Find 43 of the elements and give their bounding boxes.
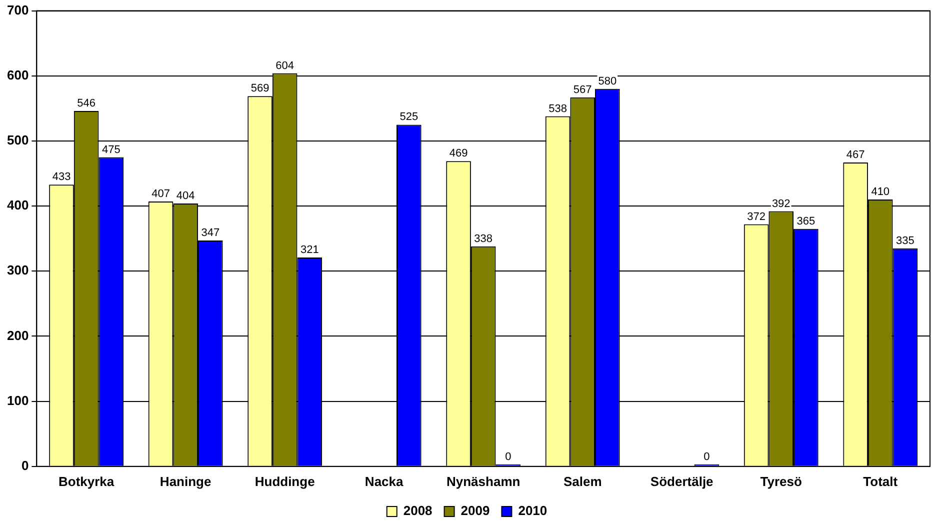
x-tick-label: Huddinge	[254, 474, 315, 489]
data-label: 525	[400, 111, 418, 124]
data-label: 410	[871, 186, 890, 198]
y-tick-label: 200	[6, 328, 29, 343]
data-label: 546	[77, 98, 96, 110]
x-tick-label: Södertälje	[650, 474, 714, 489]
data-label: 469	[449, 148, 468, 160]
y-tick-label: 300	[6, 262, 29, 278]
data-label: 321	[300, 244, 319, 256]
y-tick-label: 100	[6, 392, 29, 408]
y-tick-label: 600	[6, 67, 29, 82]
data-label: 347	[201, 227, 220, 240]
data-label: 433	[52, 171, 71, 184]
data-label: 567	[573, 84, 592, 96]
data-label: 365	[796, 215, 816, 228]
x-tick-label: Nynäshamn	[446, 474, 520, 489]
legend-label: 2009	[460, 503, 490, 518]
x-tick-label: Salem	[563, 474, 602, 489]
data-label: 538	[548, 102, 567, 115]
data-label: 392	[772, 198, 790, 210]
x-tick-label: Haninge	[160, 474, 212, 489]
legend-label: 2008	[403, 503, 432, 518]
x-tick-label: Tyresö	[760, 474, 802, 489]
data-label: 407	[152, 188, 170, 200]
data-label: 475	[102, 144, 120, 156]
data-label: 580	[598, 75, 617, 88]
data-label: 335	[896, 234, 914, 247]
data-label: 0	[704, 450, 710, 463]
y-tick-label: 500	[6, 132, 29, 148]
x-tick-label: Nacka	[364, 474, 404, 489]
data-label: 569	[250, 82, 270, 95]
data-label: 0	[505, 450, 512, 463]
x-tick-label: Totalt	[863, 474, 898, 489]
data-label: 604	[276, 60, 294, 72]
data-label: 338	[474, 232, 493, 245]
y-tick-label: 0	[21, 458, 29, 473]
y-tick-label: 700	[6, 2, 29, 18]
data-label: 372	[747, 210, 766, 223]
data-label: 467	[846, 148, 865, 161]
data-label: 404	[176, 190, 195, 202]
legend-label: 2010	[518, 503, 548, 518]
y-tick-label: 400	[6, 198, 29, 213]
x-tick-label: Botkyrka	[58, 474, 115, 489]
